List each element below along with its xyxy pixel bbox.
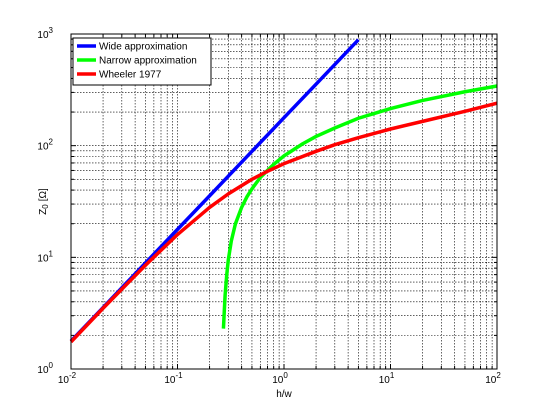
series-line-3	[69, 101, 498, 344]
x-axis-label: h/w	[276, 389, 292, 400]
tick-marks	[70, 33, 498, 370]
legend-label: Wide approximation	[99, 42, 187, 53]
grid	[71, 34, 497, 369]
legend-label: Narrow approximation	[99, 56, 197, 67]
series-layer	[69, 38, 498, 344]
series-line-2	[221, 84, 498, 329]
x-tick-label: 10-1	[164, 371, 183, 386]
x-tick-label: 101	[379, 371, 395, 386]
x-tick-label: 10-2	[58, 371, 77, 386]
y-tick-label: 100	[37, 361, 53, 376]
y-axis-label-sub: 0	[41, 204, 50, 209]
y-tick-label: 101	[37, 249, 53, 264]
legend-label: Wheeler 1977	[99, 70, 162, 81]
y-axis-label-main: Z	[38, 209, 49, 215]
x-tick-label: 102	[485, 371, 501, 386]
x-tick-label: 100	[272, 371, 288, 386]
tick-labels: 10-2 10-1 100 101 102 100 101 102 103	[37, 26, 501, 386]
legend: Wide approximation Narrow approximation Wh…	[72, 37, 212, 86]
y-tick-label: 102	[37, 138, 53, 153]
y-axis-label: Z0 [Ω]	[38, 188, 50, 215]
y-axis-label-unit: [Ω]	[38, 188, 49, 201]
y-tick-label: 103	[37, 26, 53, 41]
